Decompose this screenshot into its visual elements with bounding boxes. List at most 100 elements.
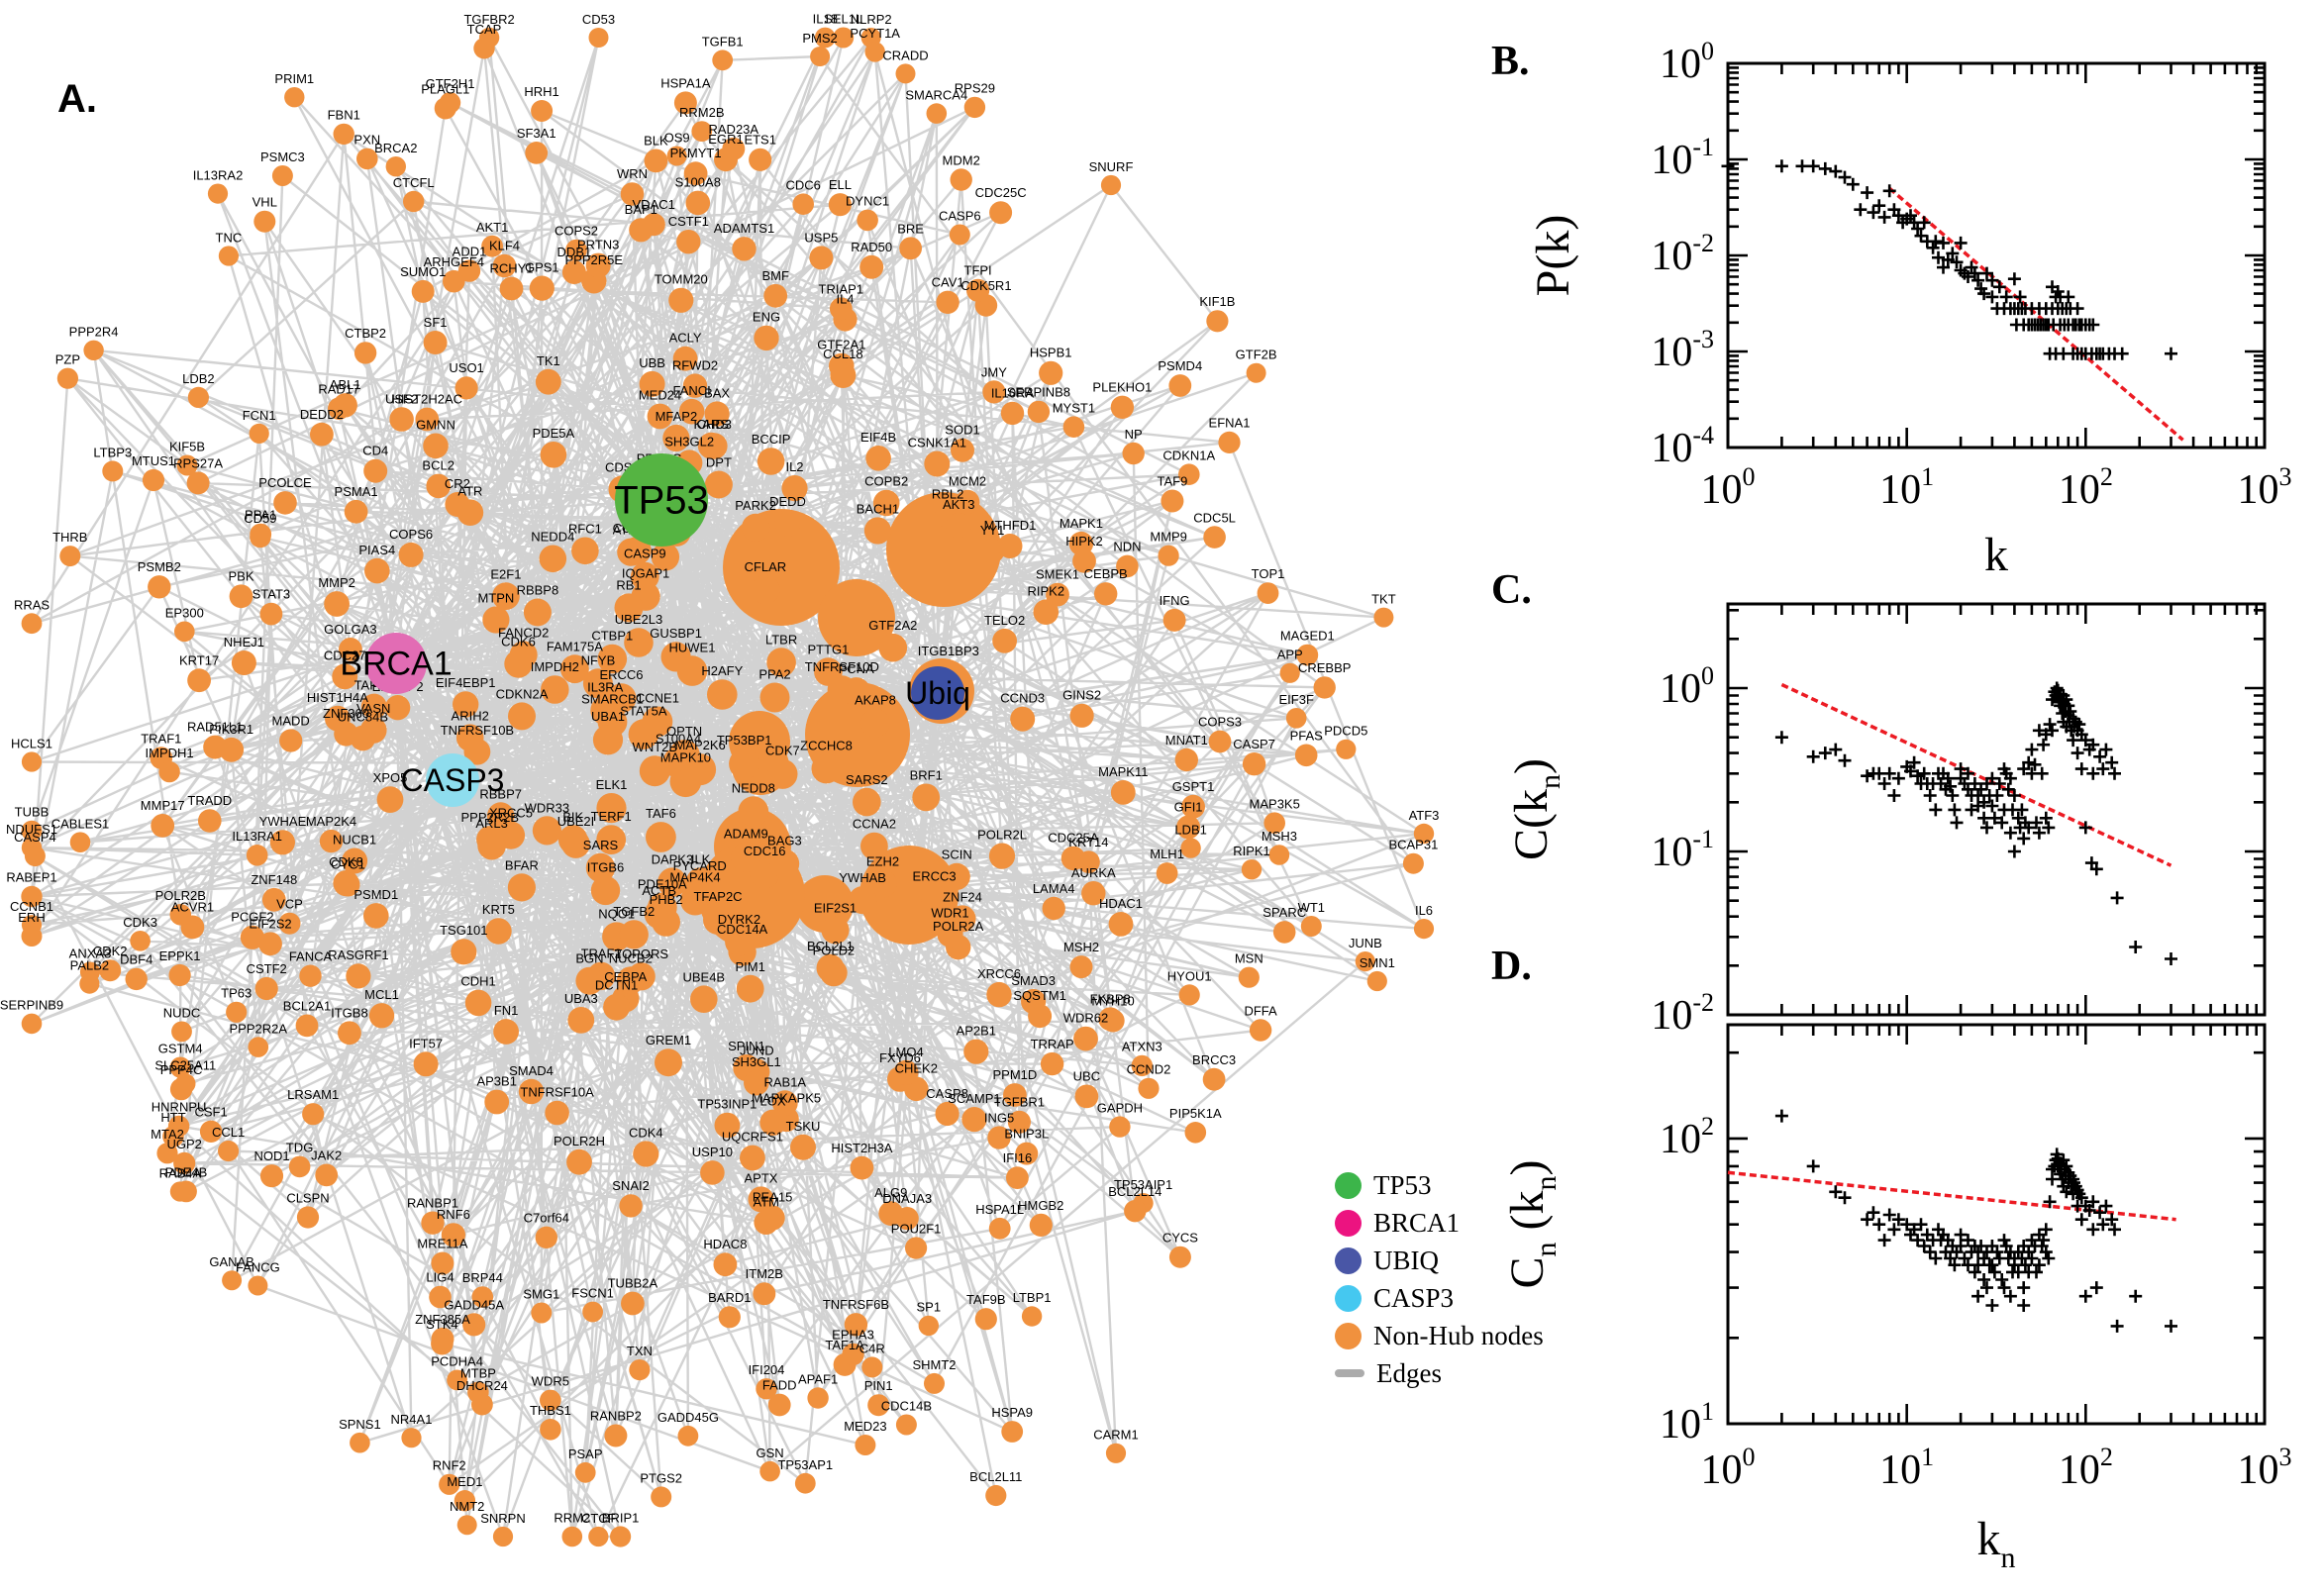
network-node <box>411 279 435 303</box>
network-node <box>504 649 533 678</box>
network-node <box>557 825 588 854</box>
network-node <box>588 28 609 48</box>
gene-label: BGN <box>575 951 603 966</box>
network-node <box>729 748 760 780</box>
gene-label: STAT3 <box>252 587 291 602</box>
svg-text:102: 102 <box>1660 1112 1714 1162</box>
gene-label: AP3B1 <box>476 1074 516 1089</box>
gene-label: CDC25C <box>975 185 1027 200</box>
gene-label: PZP <box>55 352 80 367</box>
network-node <box>492 253 517 278</box>
gene-label: ERCC3 <box>913 869 957 884</box>
gene-label: GAPDH <box>1097 1100 1143 1115</box>
gene-label: CD4 <box>362 444 388 458</box>
network-node <box>1203 526 1226 549</box>
gene-label: PFAS <box>1290 729 1324 744</box>
network-node <box>1028 1004 1053 1029</box>
gene-label: RBBP8 <box>517 583 559 598</box>
network-node <box>339 638 362 661</box>
hub-label-brca1: BRCA1 <box>340 646 452 683</box>
network-node <box>961 1107 987 1133</box>
gene-label: ELL <box>829 177 852 192</box>
gene-label: WDR33 <box>525 800 570 815</box>
gene-label: CAV1 <box>932 275 964 290</box>
network-node <box>180 915 205 940</box>
gene-label: IL4 <box>836 292 854 307</box>
gene-label: HDAC8 <box>703 1237 747 1251</box>
gene-label: ING5 <box>984 1110 1014 1125</box>
network-node <box>1373 607 1394 628</box>
network-node <box>1007 1110 1031 1134</box>
gene-label: TCAP <box>467 22 502 37</box>
gene-label: CHEK2 <box>895 1061 938 1076</box>
gene-label: EIF4EBP1 <box>436 675 496 690</box>
gene-label: CDKN1A <box>1162 448 1215 462</box>
network-node <box>441 1223 465 1247</box>
gene-label: SLC25A11 <box>154 1057 216 1072</box>
gene-label: NR4A1 <box>391 1412 433 1427</box>
network-node <box>1178 984 1200 1006</box>
network-node <box>1413 919 1435 940</box>
network-node <box>781 475 808 502</box>
hub-node-tp53 <box>615 453 708 547</box>
network-node <box>1272 921 1296 944</box>
gene-label: HIPK2 <box>1065 534 1103 549</box>
network-node <box>1208 730 1232 753</box>
network-node <box>21 1013 43 1035</box>
y-axis-label: C(kn) <box>1505 758 1566 860</box>
gene-label: RNF2 <box>433 1458 466 1473</box>
gene-label: BRE <box>897 221 924 236</box>
gene-label: RIPK2 <box>1028 583 1065 598</box>
gene-label: PCNA <box>839 661 874 676</box>
network-node <box>467 1381 489 1404</box>
gene-label: CDC5L <box>1193 510 1236 525</box>
gene-label: PSMD4 <box>1158 358 1202 373</box>
gene-label: TELO2 <box>984 613 1025 628</box>
gene-label: RAD17 <box>318 381 359 396</box>
x-axis-label: kn <box>1977 1513 2016 1574</box>
gene-label: CCNA2 <box>853 817 896 832</box>
network-node <box>1001 1421 1024 1443</box>
gene-label: PIP5K1A <box>1169 1106 1222 1121</box>
network-node <box>672 346 698 371</box>
gene-label: ADAMTS1 <box>714 221 774 236</box>
gene-label: CDK4 <box>629 1125 663 1140</box>
gene-label: CYC1 <box>331 857 365 872</box>
gene-label: ITGB1BP3 <box>918 644 979 658</box>
gene-label: KARS <box>693 417 729 432</box>
network-node <box>895 63 916 84</box>
network-node <box>844 1313 868 1337</box>
network-node <box>454 1490 476 1512</box>
gene-label: NFYB <box>581 652 616 667</box>
gene-label: GUSBP1 <box>650 626 702 641</box>
gene-label: TFAP2C <box>693 889 742 904</box>
gene-label: FANCI <box>672 383 710 398</box>
gene-label: DNAJA3 <box>882 1191 932 1206</box>
gene-label: ELK1 <box>596 777 628 792</box>
gene-label: VHL <box>252 195 277 210</box>
network-node <box>774 510 801 537</box>
network-node <box>175 1073 196 1094</box>
network-node <box>565 239 587 261</box>
gene-label: SCAMP1 <box>948 1091 1000 1106</box>
network-node <box>713 1252 738 1277</box>
gene-label: ARIH2 <box>452 708 489 723</box>
gene-label: TNFRSF10A <box>520 1085 594 1100</box>
gene-label: NDUFS1 <box>6 822 57 837</box>
gene-label: BAG3 <box>767 834 802 848</box>
network-node <box>963 96 986 119</box>
network-node <box>222 1270 243 1291</box>
gene-label: TFPI <box>964 263 992 278</box>
gene-label: SMG1 <box>523 1287 559 1302</box>
gene-label: TAF9B <box>966 1292 1006 1307</box>
gene-label: SNRPN <box>480 1511 526 1526</box>
gene-label: SHMT2 <box>912 1357 956 1372</box>
gene-label: DYRK2 <box>718 912 760 927</box>
gene-label: DFFA <box>1244 1003 1277 1018</box>
gene-label: FAM175A <box>547 639 603 653</box>
network-node <box>742 513 770 543</box>
gene-label: LAMA4 <box>1033 881 1075 896</box>
network-node <box>1042 896 1065 921</box>
gene-label: LTBP3 <box>93 445 132 459</box>
gene-label: CYCS <box>1162 1231 1198 1246</box>
